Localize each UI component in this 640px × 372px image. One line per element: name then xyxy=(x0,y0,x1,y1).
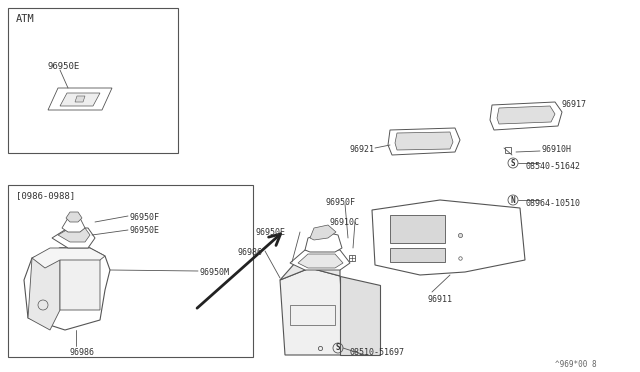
Polygon shape xyxy=(58,228,90,242)
Bar xyxy=(290,305,335,325)
Text: [0986-0988]: [0986-0988] xyxy=(16,191,75,200)
Polygon shape xyxy=(66,212,82,222)
Text: 08510-51697: 08510-51697 xyxy=(350,348,405,357)
Polygon shape xyxy=(395,132,453,150)
Bar xyxy=(390,215,445,243)
Polygon shape xyxy=(60,93,100,106)
Polygon shape xyxy=(372,200,525,275)
Text: 96910C: 96910C xyxy=(330,218,360,227)
Bar xyxy=(390,248,445,262)
Text: 96986: 96986 xyxy=(237,248,262,257)
Text: 08964-10510: 08964-10510 xyxy=(525,199,580,208)
Text: 96921: 96921 xyxy=(350,145,375,154)
Polygon shape xyxy=(60,248,100,310)
Polygon shape xyxy=(28,248,60,330)
Polygon shape xyxy=(298,254,343,268)
Polygon shape xyxy=(52,228,95,248)
Polygon shape xyxy=(32,248,105,268)
Polygon shape xyxy=(280,263,340,280)
Polygon shape xyxy=(490,102,562,130)
Polygon shape xyxy=(48,88,112,110)
Text: 96950F: 96950F xyxy=(130,213,160,222)
Text: 08540-51642: 08540-51642 xyxy=(525,162,580,171)
Polygon shape xyxy=(388,128,460,155)
Text: ATM: ATM xyxy=(16,14,35,24)
Text: 96950E: 96950E xyxy=(48,62,80,71)
Text: S: S xyxy=(511,158,515,167)
Polygon shape xyxy=(24,248,110,330)
Polygon shape xyxy=(305,232,342,252)
Text: 96917: 96917 xyxy=(562,100,587,109)
Bar xyxy=(8,185,253,357)
Text: S: S xyxy=(336,343,340,353)
Text: 96950F: 96950F xyxy=(325,198,355,207)
Polygon shape xyxy=(280,268,345,355)
Text: 96910H: 96910H xyxy=(542,145,572,154)
Bar xyxy=(8,8,178,153)
Polygon shape xyxy=(310,225,336,240)
Text: 96950E: 96950E xyxy=(255,228,285,237)
Polygon shape xyxy=(290,250,350,270)
Text: 96986: 96986 xyxy=(70,348,95,357)
Polygon shape xyxy=(62,218,85,232)
Text: 96950M: 96950M xyxy=(200,268,230,277)
Polygon shape xyxy=(75,96,85,102)
Text: 96911: 96911 xyxy=(428,295,453,304)
Polygon shape xyxy=(340,276,380,355)
Text: 96950E: 96950E xyxy=(130,226,160,235)
Text: ^969*00 8: ^969*00 8 xyxy=(555,360,596,369)
Polygon shape xyxy=(497,106,555,124)
Text: N: N xyxy=(511,196,515,205)
